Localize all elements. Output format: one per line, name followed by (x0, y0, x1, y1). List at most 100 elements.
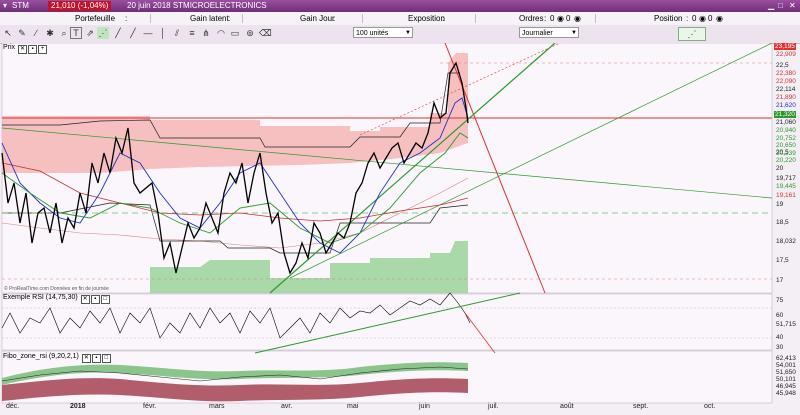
units-select[interactable]: 100 unités ▼ (353, 27, 413, 38)
chart-style-icon[interactable]: ⋰ (678, 27, 706, 41)
price-line (1, 61, 469, 275)
green-down-trendline (1, 127, 773, 199)
brush-icon[interactable]: ∕ (35, 28, 37, 38)
orders-toggle-icon[interactable]: ◉ (574, 14, 581, 23)
panel-add-icon[interactable]: + (38, 45, 48, 54)
axis-label: 22,380 (776, 70, 796, 77)
rsi-red-line (464, 312, 496, 354)
vertical-line-icon[interactable]: │ (160, 28, 166, 38)
axis-label: 21,620 (776, 102, 796, 109)
unrealized-gain-dropdown-icon[interactable]: : (228, 14, 231, 23)
axis-label: 50,101 (776, 376, 796, 383)
lower-envelope-line (2, 202, 469, 254)
pencil-icon[interactable]: ✎ (18, 28, 26, 38)
price-panel-label: Prix (3, 44, 16, 51)
fibo-red-band (2, 378, 468, 402)
very-slow-ma-line (1, 177, 469, 249)
rsi-panel-bg (1, 293, 773, 351)
axis-label: 20,752 (776, 135, 796, 142)
arc-icon[interactable]: ◠ (217, 28, 225, 38)
rsi-panel-label: Exemple RSI (14,75,30) (3, 294, 78, 301)
fan-icon[interactable]: ⋔ (202, 28, 210, 38)
period-select[interactable]: Journalier ▼ (519, 27, 579, 38)
axis-label: 19,445 (776, 183, 796, 190)
cycle-icon[interactable]: ⊚ (246, 28, 254, 38)
alert-icon[interactable]: ✱ (46, 28, 54, 38)
data-credit: © ProRealTime.com Données en fin de jour… (4, 285, 109, 292)
panel-settings-icon[interactable]: ▪ (28, 45, 38, 54)
axis-label: 51,715 (776, 321, 796, 328)
panel-maximize-icon[interactable]: □ (100, 295, 110, 304)
divider (150, 14, 151, 23)
axis-label: 54,001 (776, 362, 796, 369)
axis-label: 20,940 (776, 127, 796, 134)
axis-label: 18,5 (776, 219, 789, 226)
title-bar: ▾ STM 21,010 (-1,04%) 20 juin 2018 STMIC… (0, 0, 800, 12)
zoom-icon[interactable]: ⌕ (61, 28, 67, 38)
portfolio-label[interactable]: Portefeuille (75, 14, 116, 23)
upper-envelope-line (2, 72, 460, 148)
trendline-icon[interactable]: ╱ (115, 28, 121, 38)
maximize-icon[interactable]: □ (778, 1, 783, 10)
position-toggle-icon[interactable]: ◉ (716, 14, 723, 23)
month-label: août (560, 403, 574, 410)
panel-close-icon[interactable]: ✕ (80, 295, 90, 304)
lower-band-zone (150, 241, 468, 293)
axis-label: 17,5 (776, 257, 789, 264)
text-tool-icon[interactable]: T (70, 27, 82, 39)
fibonacci-icon[interactable]: ≡ (189, 28, 195, 38)
ray-icon[interactable]: ╱ (130, 28, 136, 38)
axis-label: 22,090 (776, 78, 796, 85)
position-dropdown-icon[interactable]: : (686, 14, 689, 23)
indicator-icon[interactable]: ⇗ (86, 28, 94, 38)
axis-label: 22,909 (776, 51, 796, 58)
close-icon[interactable]: ✕ (789, 1, 796, 10)
minimize-icon[interactable]: ▁ (768, 1, 775, 10)
position-toggle-icon[interactable]: ◉ (699, 14, 706, 23)
panel-maximize-icon[interactable]: □ (101, 354, 111, 363)
delete-drawings-icon[interactable]: ⌫ (259, 28, 272, 38)
symbol-label[interactable]: STM (12, 1, 29, 10)
rectangle-icon[interactable]: ▭ (230, 28, 240, 38)
trend-channel-icon[interactable]: ⋰ (97, 27, 109, 39)
exposure-label[interactable]: Exposition (408, 14, 445, 23)
axis-label: 46,945 (776, 383, 796, 390)
axis-label: 45,948 (776, 390, 796, 397)
axis-label: 21,890 (776, 94, 796, 101)
rsi-trendline (254, 292, 521, 354)
chevron-down-icon: ▼ (571, 30, 577, 36)
axis-label: 20 (776, 165, 784, 172)
cursor-icon[interactable]: ↖ (4, 28, 12, 38)
channel-icon[interactable]: ⫽ (174, 28, 179, 38)
daily-gain-dropdown-icon[interactable]: : (333, 14, 336, 23)
drawing-toolbar: ↖ ✎ ∕ ✱ ⌕ T ⇗ ⋰ ╱ ╱ — │ ⫽ ≡ ⋔ ◠ ▭ ⊚ ⌫ 10… (0, 25, 800, 44)
horizontal-line-icon[interactable]: — (143, 28, 153, 38)
axis-label: 17 (776, 277, 784, 284)
axis-label: 21,320 (774, 111, 796, 118)
red-dotted-trend (359, 43, 561, 136)
panel-close-icon[interactable]: ✕ (81, 354, 91, 363)
panel-settings-icon[interactable]: ▪ (90, 295, 100, 304)
month-label: févr. (143, 403, 157, 410)
daily-gain-label[interactable]: Gain Jour (300, 14, 335, 23)
axis-label: 19 (776, 201, 784, 208)
exposure-dropdown-icon[interactable]: : (442, 14, 445, 23)
axis-label: 19,161 (776, 192, 796, 199)
charts-svg[interactable]: © ProRealTime.com Données en fin de jour… (0, 43, 800, 415)
orders-toggle-icon[interactable]: ◉ (557, 14, 564, 23)
dropdown-arrow-icon[interactable]: ▾ (3, 1, 8, 10)
portfolio-dropdown-icon[interactable]: : (125, 14, 128, 23)
axis-label: 20,5 (776, 149, 789, 156)
unrealized-gain-label[interactable]: Gain latent (190, 14, 229, 23)
month-label: mai (347, 403, 359, 410)
panel-close-icon[interactable]: ✕ (18, 45, 28, 54)
chevron-down-icon: ▼ (405, 30, 411, 36)
panel-settings-icon[interactable]: ▪ (91, 354, 101, 363)
axis-label: 75 (776, 297, 784, 304)
divider (362, 14, 363, 23)
position-count-2: 0 (708, 14, 713, 23)
units-select-value: 100 unités (356, 30, 389, 37)
orders-dropdown-icon[interactable]: : (544, 14, 547, 23)
position-label[interactable]: Position (654, 14, 683, 23)
orders-label[interactable]: Ordres (519, 14, 544, 23)
